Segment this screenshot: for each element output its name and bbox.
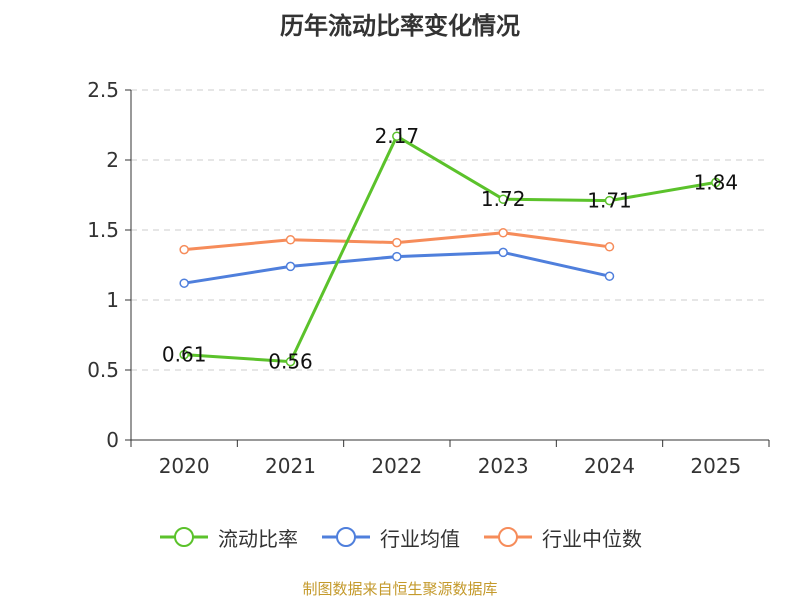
axes: 0 0.5 1 1.5 2 2.5 2020 2021 2022 2023 2024 2025: [87, 78, 770, 478]
data-point: [285, 261, 296, 272]
data-label: 0.61: [162, 343, 207, 367]
data-labels: 0.61 0.56 2.17 1.72 1.71 1.84: [162, 124, 738, 373]
legend-marker: [498, 527, 518, 547]
legend-label: 流动比率: [218, 526, 298, 551]
x-tick-label: 2021: [265, 454, 316, 478]
data-point: [711, 177, 721, 188]
x-tick-label: 2025: [690, 454, 741, 478]
data-point: [392, 251, 402, 262]
data-point: [285, 356, 296, 367]
y-tick-label: 0.5: [87, 358, 119, 382]
y-tick-label: 0: [106, 428, 119, 452]
y-tick-label: 2: [106, 148, 119, 172]
legend-swatch: [160, 527, 208, 547]
source-note: 制图数据来自恒生聚源数据库: [302, 580, 498, 598]
legend-label: 行业均值: [380, 526, 460, 551]
data-point: [604, 242, 615, 252]
x-tick-label: 2020: [159, 454, 210, 478]
series: [179, 131, 721, 367]
y-tick-label: 2.5: [87, 78, 119, 102]
gridlines: [131, 89, 769, 371]
data-label: 2.17: [375, 124, 420, 148]
legend: 流动比率 行业均值 行业中位数: [0, 520, 800, 554]
data-point: [498, 194, 508, 204]
data-point: [392, 131, 402, 141]
legend-swatch: [322, 527, 370, 547]
legend-marker: [336, 527, 356, 547]
data-point: [179, 244, 189, 255]
data-point: [179, 278, 189, 288]
legend-swatch: [484, 527, 532, 547]
legend-marker: [174, 527, 194, 547]
data-point: [604, 271, 615, 281]
data-point: [179, 349, 189, 360]
data-point: [285, 235, 296, 245]
y-tick-label: 1: [106, 288, 119, 312]
data-point: [392, 237, 402, 248]
data-label: 1.84: [694, 170, 739, 194]
y-tick-label: 1.5: [87, 218, 119, 242]
data-label: 1.71: [587, 189, 632, 213]
data-label: 1.72: [481, 187, 526, 211]
legend-item[interactable]: 流动比率: [158, 523, 298, 552]
x-tick-label: 2022: [371, 454, 422, 478]
x-tick-label: 2024: [584, 454, 635, 478]
legend-item[interactable]: 行业中位数: [482, 523, 642, 552]
legend-label: 行业中位数: [542, 526, 642, 551]
x-tick-label: 2023: [478, 454, 529, 478]
legend-item[interactable]: 行业均值: [320, 523, 460, 552]
data-label: 0.56: [268, 350, 313, 374]
series-line: [182, 134, 718, 364]
data-point: [498, 228, 508, 238]
chart-title: 历年流动比率变化情况: [280, 12, 520, 40]
data-point: [498, 247, 508, 258]
data-point: [604, 195, 615, 206]
